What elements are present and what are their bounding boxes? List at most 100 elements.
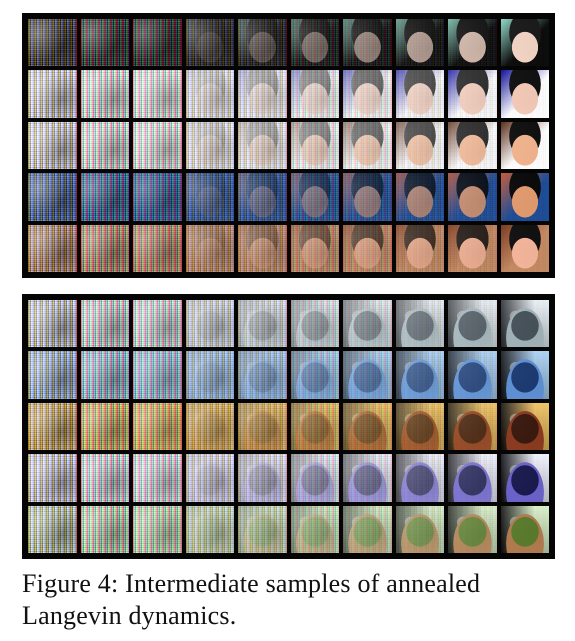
faces-sample-content xyxy=(290,19,339,67)
cifar-sample-content xyxy=(290,505,339,553)
faces-sample-content xyxy=(395,19,444,67)
cifar-sample-tile xyxy=(500,351,549,399)
cifar-sample-content xyxy=(500,402,549,451)
cifar-sample-tile xyxy=(28,300,77,348)
faces-sample-content xyxy=(343,19,392,67)
faces-sample-tile xyxy=(28,121,77,170)
faces-sample-tile xyxy=(28,224,77,272)
faces-sample-tile xyxy=(343,70,392,118)
cifar-sample-content xyxy=(290,300,339,348)
cifar-sample-tile xyxy=(395,454,444,502)
cifar-sample-tile xyxy=(343,505,392,553)
cifar-sample-content xyxy=(448,454,497,502)
cifar-sample-panel xyxy=(22,294,555,559)
cifar-sample-tile xyxy=(395,505,444,553)
faces-sample-tile xyxy=(448,19,497,67)
faces-sample-tile xyxy=(395,70,444,118)
faces-sample-tile xyxy=(500,224,549,272)
cifar-sample-content xyxy=(343,402,392,451)
cifar-sample-tile xyxy=(290,402,339,451)
cifar-sample-content xyxy=(238,351,287,399)
faces-sample-tile xyxy=(343,224,392,272)
faces-sample-tile xyxy=(185,121,234,170)
cifar-sample-tile xyxy=(133,505,182,553)
faces-sample-tile xyxy=(500,19,549,67)
faces-sample-content xyxy=(185,173,234,221)
faces-sample-tile xyxy=(28,173,77,221)
cifar-sample-tile xyxy=(448,300,497,348)
cifar-sample-tile xyxy=(185,454,234,502)
faces-sample-tile xyxy=(395,19,444,67)
cifar-sample-content xyxy=(395,300,444,348)
cifar-sample-tile xyxy=(290,505,339,553)
cifar-sample-tile xyxy=(133,402,182,451)
cifar-sample-tile xyxy=(28,402,77,451)
faces-sample-content xyxy=(185,70,234,118)
faces-sample-content xyxy=(238,173,287,221)
faces-sample-tile xyxy=(133,224,182,272)
cifar-sample-tile xyxy=(290,300,339,348)
faces-sample-content xyxy=(395,70,444,118)
faces-sample-content xyxy=(238,70,287,118)
cifar-sample-tile xyxy=(500,402,549,451)
faces-sample-content xyxy=(500,224,549,272)
faces-sample-content xyxy=(290,121,339,170)
faces-sample-tile xyxy=(290,224,339,272)
figure-caption: Figure 4: Intermediate samples of anneal… xyxy=(22,569,481,630)
cifar-sample-content xyxy=(395,454,444,502)
cifar-sample-tile xyxy=(395,351,444,399)
faces-sample-content xyxy=(500,19,549,67)
cifar-sample-content xyxy=(238,300,287,348)
cifar-sample-tile xyxy=(28,351,77,399)
faces-sample-tile xyxy=(238,173,287,221)
faces-sample-content xyxy=(448,70,497,118)
cifar-sample-tile xyxy=(185,402,234,451)
faces-sample-content xyxy=(395,173,444,221)
faces-sample-content xyxy=(238,224,287,272)
cifar-sample-content xyxy=(185,505,234,553)
faces-sample-content xyxy=(343,121,392,170)
cifar-sample-tile xyxy=(133,454,182,502)
faces-sample-content xyxy=(185,121,234,170)
cifar-sample-content xyxy=(448,351,497,399)
faces-sample-tile xyxy=(343,121,392,170)
faces-sample-content xyxy=(395,224,444,272)
cifar-sample-content xyxy=(185,300,234,348)
cifar-sample-tile xyxy=(238,351,287,399)
faces-sample-content xyxy=(185,224,234,272)
cifar-sample-content xyxy=(290,351,339,399)
cifar-sample-tile xyxy=(290,454,339,502)
cifar-sample-tile xyxy=(185,505,234,553)
cifar-sample-content xyxy=(185,351,234,399)
faces-sample-content xyxy=(185,19,234,67)
faces-sample-tile xyxy=(448,173,497,221)
faces-sample-tile xyxy=(395,121,444,170)
cifar-sample-tile xyxy=(343,351,392,399)
cifar-sample-tile xyxy=(448,351,497,399)
cifar-sample-tile xyxy=(185,300,234,348)
cifar-sample-grid xyxy=(28,300,549,553)
cifar-sample-content xyxy=(448,505,497,553)
faces-sample-content xyxy=(448,19,497,67)
faces-sample-tile xyxy=(290,70,339,118)
faces-sample-tile xyxy=(290,19,339,67)
faces-sample-tile xyxy=(448,121,497,170)
faces-sample-content xyxy=(448,224,497,272)
faces-sample-content xyxy=(238,19,287,67)
cifar-sample-tile xyxy=(500,300,549,348)
faces-sample-tile xyxy=(448,70,497,118)
cifar-sample-tile xyxy=(185,351,234,399)
faces-sample-content xyxy=(500,173,549,221)
cifar-sample-content xyxy=(343,454,392,502)
cifar-sample-content xyxy=(395,402,444,451)
faces-sample-content xyxy=(448,121,497,170)
faces-sample-tile xyxy=(238,70,287,118)
cifar-sample-content xyxy=(448,300,497,348)
faces-sample-content xyxy=(343,173,392,221)
cifar-sample-content xyxy=(448,402,497,451)
cifar-sample-tile xyxy=(500,454,549,502)
faces-sample-content xyxy=(448,173,497,221)
faces-sample-tile xyxy=(448,224,497,272)
cifar-sample-tile xyxy=(28,505,77,553)
faces-sample-tile xyxy=(80,19,129,67)
